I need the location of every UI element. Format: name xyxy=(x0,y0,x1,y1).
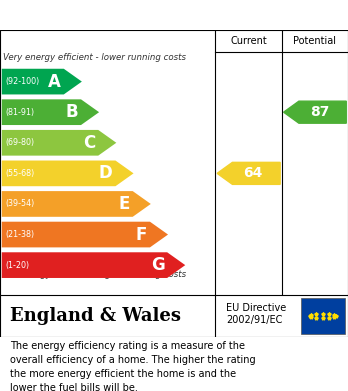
Text: Current: Current xyxy=(230,36,267,46)
Text: (69-80): (69-80) xyxy=(5,138,34,147)
Text: (92-100): (92-100) xyxy=(5,77,39,86)
Polygon shape xyxy=(2,222,168,248)
Text: E: E xyxy=(119,195,130,213)
Text: (39-54): (39-54) xyxy=(5,199,34,208)
Text: A: A xyxy=(48,73,61,91)
Text: EU Directive
2002/91/EC: EU Directive 2002/91/EC xyxy=(226,303,286,325)
Text: The energy efficiency rating is a measure of the
overall efficiency of a home. T: The energy efficiency rating is a measur… xyxy=(10,341,256,391)
Polygon shape xyxy=(284,101,346,123)
Text: D: D xyxy=(99,164,113,182)
Text: England & Wales: England & Wales xyxy=(10,307,181,325)
Polygon shape xyxy=(2,130,116,156)
Polygon shape xyxy=(2,191,151,217)
Text: (21-38): (21-38) xyxy=(5,230,34,239)
Polygon shape xyxy=(2,252,185,278)
Text: G: G xyxy=(151,256,164,274)
Text: Energy Efficiency Rating: Energy Efficiency Rating xyxy=(10,6,239,24)
Polygon shape xyxy=(217,162,280,185)
Bar xyxy=(301,298,345,334)
Polygon shape xyxy=(2,99,99,125)
Text: Not energy efficient - higher running costs: Not energy efficient - higher running co… xyxy=(3,270,187,279)
Text: (1-20): (1-20) xyxy=(5,261,29,270)
Text: F: F xyxy=(136,226,147,244)
Text: (55-68): (55-68) xyxy=(5,169,34,178)
Text: B: B xyxy=(66,103,78,121)
Polygon shape xyxy=(2,161,134,186)
Polygon shape xyxy=(2,69,82,95)
Text: Very energy efficient - lower running costs: Very energy efficient - lower running co… xyxy=(3,53,187,62)
Text: C: C xyxy=(83,134,95,152)
Text: 87: 87 xyxy=(310,105,329,119)
Text: 64: 64 xyxy=(244,166,263,180)
Text: Potential: Potential xyxy=(293,36,337,46)
Text: (81-91): (81-91) xyxy=(5,108,34,117)
